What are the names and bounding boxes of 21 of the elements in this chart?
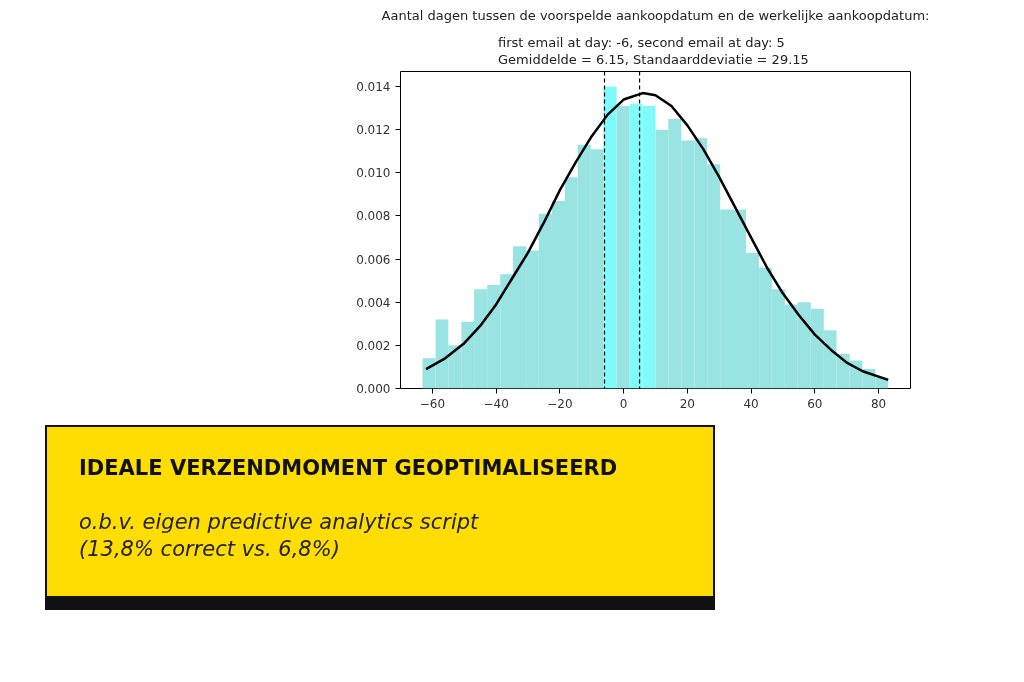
y-tick-label: 0.000 [356, 382, 391, 396]
x-tick-label: 40 [743, 396, 759, 411]
x-tick-label: −60 [419, 396, 446, 411]
y-tick-label: 0.008 [356, 209, 391, 224]
x-tick-label: −20 [547, 396, 573, 411]
chart-subtitle: first email at day: -6, second email at day: 5 Gemiddelde = 6.15, Standaarddeviatie = 29.15 [498, 35, 809, 67]
y-tick-label: 0.006 [356, 252, 391, 267]
y-tick-label: 0.002 [356, 338, 391, 353]
chart-title: Aantal dagen tussen de voorspelde aankoopdatum en de werkelijke aankoopdatum: [381, 7, 930, 23]
text: (13,8% correct vs. 6,8%) [79, 536, 341, 563]
text: IDEALE VERZENDMOMENT GEOPTIMALISEERD [79, 455, 619, 482]
text: o.b.v. eigen predictive analytics script [79, 509, 480, 536]
x-tick-label: −40 [483, 396, 509, 411]
y-tick-label: 0.004 [356, 295, 391, 310]
x-tick-label: 0 [619, 396, 628, 411]
y-tick-label: 0.012 [356, 123, 391, 138]
x-tick-label: 80 [870, 396, 887, 411]
x-tick-label: 20 [679, 396, 696, 411]
y-tick-label: 0.010 [356, 166, 391, 181]
y-tick-label: 0.014 [356, 80, 391, 95]
x-tick-label: 60 [807, 396, 823, 411]
